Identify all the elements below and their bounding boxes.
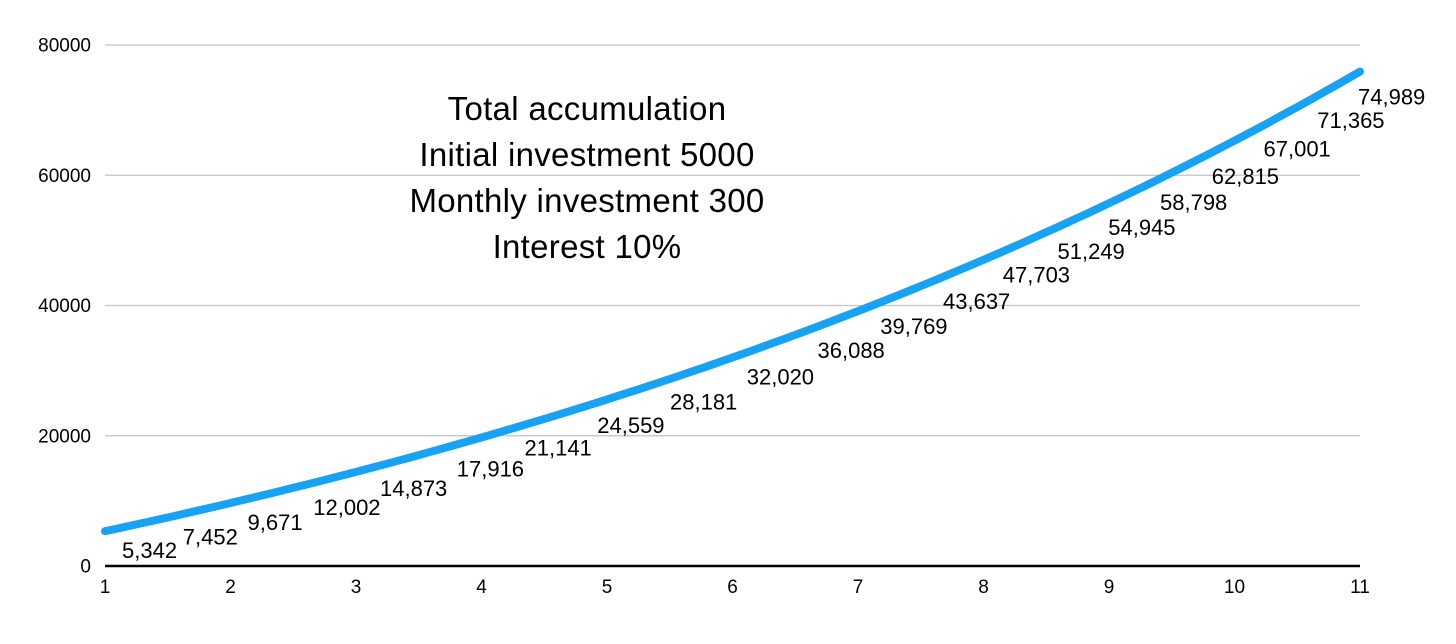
data-label: 43,637 (943, 289, 1010, 314)
y-axis-labels: 0 20000 40000 60000 80000 (38, 36, 91, 578)
x-tick-label: 3 (351, 577, 362, 598)
chart-title-line-1: Total accumulation (448, 90, 727, 127)
x-tick-label: 7 (853, 577, 864, 598)
y-tick-label: 0 (80, 557, 91, 578)
y-tick-label: 20000 (38, 426, 91, 447)
x-tick-label: 8 (978, 577, 989, 598)
data-label: 51,249 (1058, 239, 1125, 264)
data-label: 58,798 (1160, 190, 1227, 215)
data-label: 74,989 (1358, 85, 1425, 110)
x-tick-label: 10 (1224, 577, 1245, 598)
x-tick-label: 4 (476, 577, 487, 598)
data-label: 39,769 (880, 314, 947, 339)
x-tick-label: 6 (727, 577, 738, 598)
data-label: 32,020 (747, 364, 814, 389)
data-label: 9,671 (248, 510, 303, 535)
data-label: 12,002 (313, 495, 380, 520)
chart-title-line-4: Interest 10% (493, 228, 682, 265)
data-label: 14,873 (380, 476, 447, 501)
data-label: 71,365 (1317, 108, 1384, 133)
x-axis-labels: 1 2 3 4 5 6 7 8 9 10 11 (100, 577, 1370, 598)
chart-title-line-2: Initial investment 5000 (419, 136, 754, 173)
x-tick-label: 1 (100, 577, 111, 598)
x-tick-label: 5 (602, 577, 613, 598)
data-label: 67,001 (1264, 137, 1331, 162)
y-tick-label: 40000 (38, 296, 91, 317)
chart-title: Total accumulation Initial investment 50… (409, 90, 764, 265)
data-label: 17,916 (457, 456, 524, 481)
data-label: 36,088 (818, 338, 885, 363)
gridlines (105, 44, 1360, 437)
series-curve (101, 67, 1364, 536)
data-labels: 5,3427,4529,67112,00214,87317,91621,1412… (122, 85, 1425, 564)
data-label: 21,141 (525, 435, 592, 460)
x-tick-label: 11 (1350, 577, 1370, 598)
data-label: 28,181 (670, 389, 737, 414)
series (101, 67, 1364, 536)
data-label: 47,703 (1003, 262, 1070, 287)
data-label: 5,342 (122, 538, 177, 563)
chart-title-line-3: Monthly investment 300 (409, 182, 764, 219)
data-label: 24,559 (597, 413, 664, 438)
data-label: 7,452 (183, 524, 238, 549)
data-label: 54,945 (1108, 215, 1175, 240)
x-tick-label: 9 (1104, 577, 1115, 598)
y-tick-label: 60000 (38, 166, 91, 187)
data-label: 62,815 (1212, 164, 1279, 189)
x-tick-label: 2 (225, 577, 236, 598)
y-tick-label: 80000 (38, 36, 91, 57)
